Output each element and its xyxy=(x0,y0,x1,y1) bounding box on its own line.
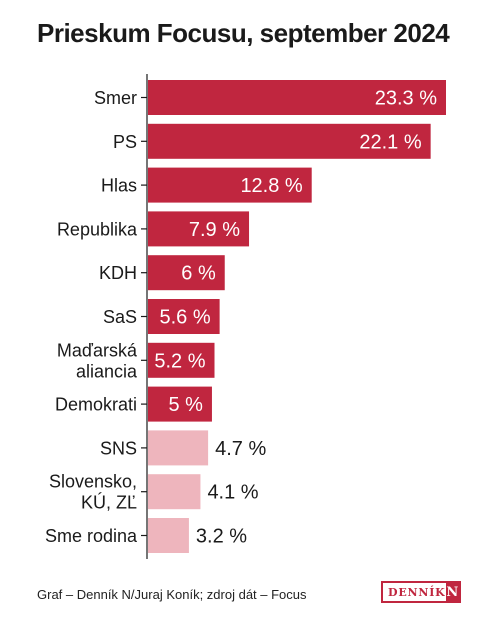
chart-title: Prieskum Focusu, september 2024 xyxy=(37,18,450,48)
data-label: 6 % xyxy=(181,263,216,285)
category-label: SaS xyxy=(103,307,137,327)
dennik-n-logo: DENNÍK N xyxy=(381,581,461,603)
category-label: Sme rodina xyxy=(45,526,138,546)
category-label: Maďarská aliancia xyxy=(57,340,138,381)
category-label: SNS xyxy=(100,438,137,458)
category-label: Demokrati xyxy=(55,395,137,415)
bar-9 xyxy=(148,430,209,466)
source-note: Graf – Denník N/Juraj Koník; zdroj dát –… xyxy=(37,587,307,602)
category-label: Smer xyxy=(94,88,137,108)
bar-5 xyxy=(148,255,225,291)
data-label: 7.9 % xyxy=(189,219,240,241)
data-label: 5.2 % xyxy=(154,350,205,372)
logo-word: DENNÍK xyxy=(388,585,446,599)
category-label: Slovensko, KÚ, ZĽ xyxy=(49,472,137,513)
data-label: 23.3 % xyxy=(375,88,437,110)
data-label: 4.1 % xyxy=(207,482,258,504)
data-label: 22.1 % xyxy=(359,131,421,153)
bar-6 xyxy=(148,299,220,334)
bar-8 xyxy=(148,386,212,422)
logo-letter: N xyxy=(445,583,459,601)
bar-4 xyxy=(148,211,250,247)
data-label: 5.6 % xyxy=(159,307,210,329)
category-label: KDH xyxy=(99,263,137,283)
bar-10 xyxy=(148,474,201,510)
bar-2 xyxy=(148,123,431,159)
bar-7 xyxy=(148,342,215,378)
bar-11 xyxy=(148,518,189,553)
category-label: Hlas xyxy=(101,176,137,196)
bar-1 xyxy=(148,80,446,115)
data-label: 5 % xyxy=(168,394,203,416)
data-label: 3.2 % xyxy=(196,526,247,548)
category-label: PS xyxy=(113,132,137,152)
category-label: Republika xyxy=(57,219,138,239)
data-label: 12.8 % xyxy=(240,175,302,197)
data-label: 4.7 % xyxy=(215,438,266,460)
bar-3 xyxy=(148,167,312,203)
